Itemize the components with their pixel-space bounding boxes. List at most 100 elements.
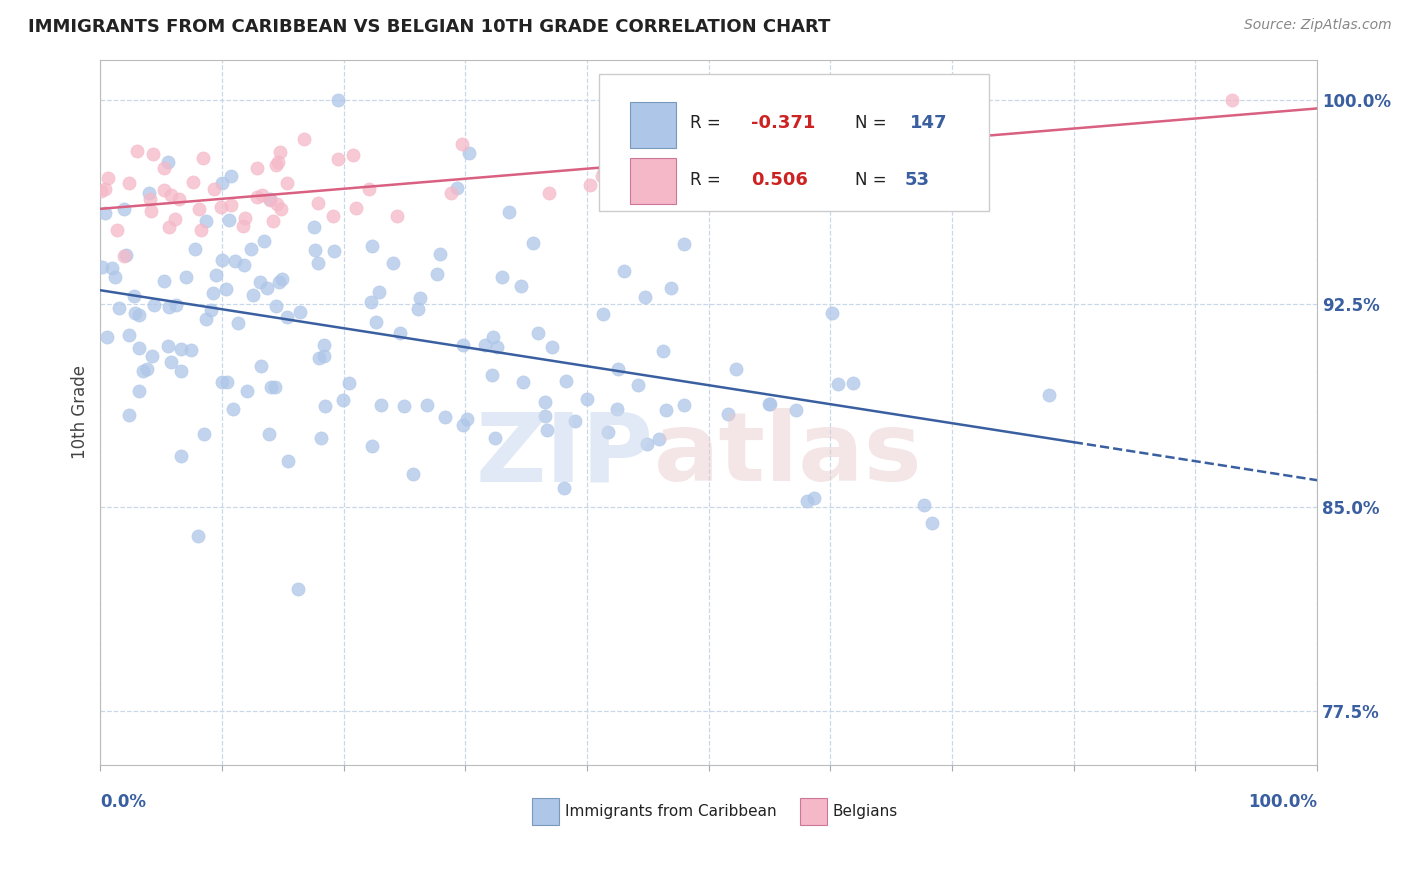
Point [328,93,350,107]
Point [541,341,564,355]
Text: Belgians: Belgians [832,805,898,819]
Point [659,281,682,295]
Point [191,151,214,165]
Point [169,192,191,206]
Point [226,316,249,330]
Point [180,343,202,357]
Point [322,209,344,223]
Point [451,136,474,151]
Point [256,280,278,294]
Point [307,195,329,210]
Point [264,299,287,313]
Point [267,276,290,290]
Point [592,307,614,321]
Point [270,272,292,286]
Point [128,384,150,399]
Point [453,417,475,432]
Point [97,171,120,186]
Point [292,131,315,145]
Point [796,494,818,508]
Point [512,375,534,389]
Point [266,196,288,211]
Point [827,377,849,392]
Point [250,187,273,202]
Point [803,491,825,505]
Point [153,161,176,176]
Point [785,403,807,417]
Point [655,403,678,417]
Point [96,330,118,344]
Point [242,288,264,302]
Point [194,213,217,227]
Point [193,427,215,442]
Point [94,182,117,196]
Point [309,432,332,446]
Point [260,380,283,394]
Point [276,310,298,325]
Point [257,427,280,442]
Point [575,392,598,406]
Point [385,209,408,223]
Point [118,177,141,191]
Point [337,376,360,390]
Point [139,204,162,219]
Point [614,180,637,194]
Point [141,349,163,363]
Point [526,326,548,340]
Point [270,202,292,217]
Point [250,359,273,374]
Point [842,376,865,391]
Point [219,169,242,184]
Point [596,425,619,440]
Point [392,400,415,414]
Point [232,219,254,233]
Point [673,236,696,251]
Point [156,154,179,169]
Point [357,181,380,195]
Point [219,198,242,212]
Point [613,264,636,278]
Text: Immigrants from Caribbean: Immigrants from Caribbean [565,805,776,819]
Point [224,253,246,268]
Point [170,342,193,356]
Point [534,394,557,409]
Text: atlas: atlas [654,409,922,501]
Point [579,178,602,192]
Point [302,219,325,234]
Point [105,223,128,237]
Point [332,392,354,407]
Point [912,499,935,513]
Point [276,176,298,190]
Point [259,192,281,206]
Point [314,338,336,352]
Point [266,158,288,172]
Point [118,327,141,342]
Text: R =: R = [690,170,727,188]
Point [188,202,211,216]
Text: ZIP: ZIP [477,409,654,501]
Point [402,467,425,482]
Point [170,449,193,463]
Point [174,270,197,285]
Point [481,368,503,382]
Point [416,398,439,412]
Point [921,516,943,531]
Point [367,285,389,299]
Point [758,396,780,410]
Text: IMMIGRANTS FROM CARIBBEAN VS BELGIAN 10TH GRADE CORRELATION CHART: IMMIGRANTS FROM CARIBBEAN VS BELGIAN 10T… [28,18,831,36]
Point [153,183,176,197]
Point [184,242,207,256]
Point [534,409,557,423]
Text: 0.0%: 0.0% [100,793,146,812]
Point [262,214,284,228]
Text: 100.0%: 100.0% [1249,793,1317,812]
Point [108,301,131,315]
Point [426,267,449,281]
Point [673,398,696,412]
Bar [630,102,676,148]
Text: N =: N = [855,114,891,132]
Point [90,184,112,198]
Point [239,242,262,256]
Point [232,258,254,272]
FancyBboxPatch shape [599,74,988,211]
